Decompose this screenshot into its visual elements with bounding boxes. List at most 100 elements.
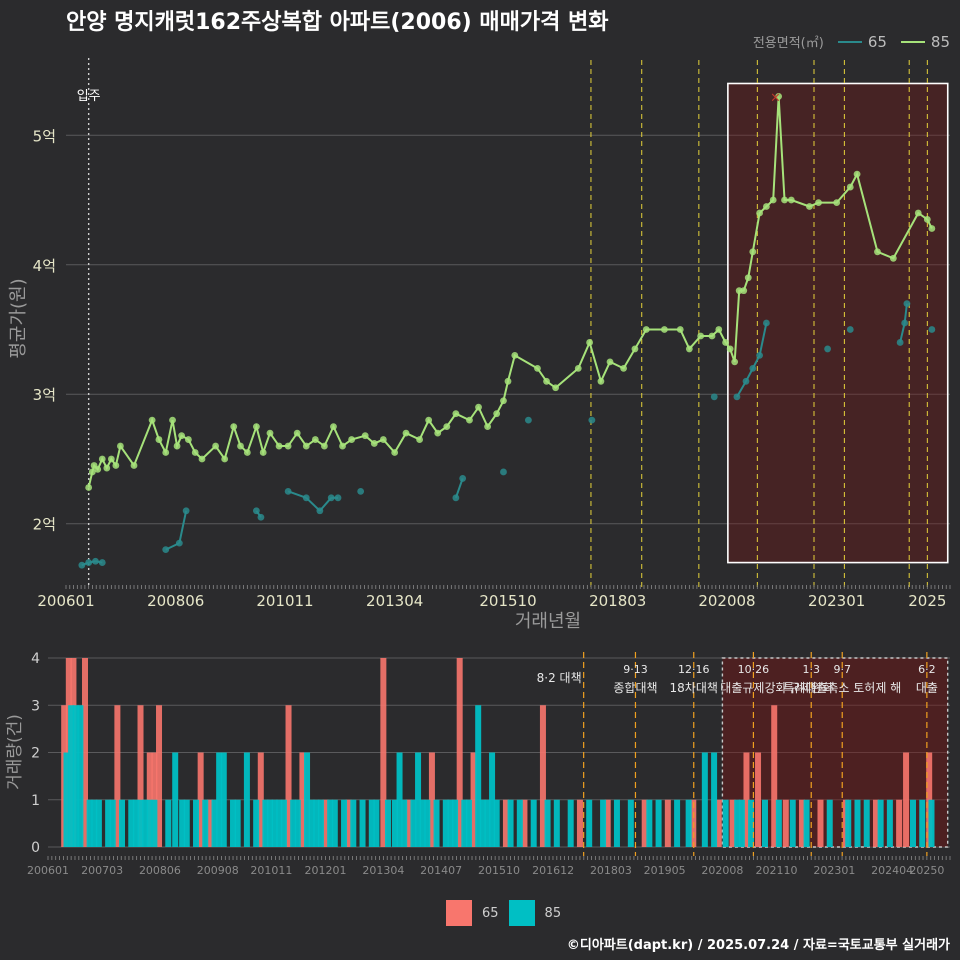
point-85	[339, 442, 346, 450]
point-85	[402, 429, 410, 437]
bar-65	[502, 799, 509, 847]
y-tick-label: 3억	[33, 386, 56, 404]
bar-85	[711, 752, 718, 847]
point-65	[763, 319, 770, 327]
point-85	[259, 449, 267, 456]
bar-85	[701, 752, 708, 847]
point-65	[302, 494, 310, 502]
bar-65	[521, 799, 528, 847]
bar-85	[567, 799, 574, 847]
bar-85	[253, 799, 260, 847]
bar-85	[368, 799, 375, 847]
point-65	[459, 475, 467, 482]
point-65	[742, 377, 750, 385]
bar-85	[359, 799, 366, 847]
point-85	[781, 196, 788, 204]
vol-y-tick-label: 1	[31, 793, 40, 809]
bar-85	[95, 799, 102, 847]
bar-85	[424, 799, 431, 847]
bar-65	[82, 658, 89, 847]
vol-y-tick-label: 0	[31, 840, 40, 856]
series-segment-65	[454, 478, 464, 499]
bar-85	[401, 799, 408, 847]
bar-85	[863, 799, 870, 847]
bar-65	[137, 705, 144, 847]
point-85	[475, 403, 482, 411]
point-85	[148, 416, 156, 424]
bar-85	[803, 799, 810, 847]
bar-65	[604, 799, 611, 847]
bar-85	[452, 799, 459, 847]
point-85	[130, 462, 138, 469]
point-65	[756, 352, 763, 359]
vol-y-tick-label: 4	[31, 651, 40, 667]
point-85	[284, 442, 292, 450]
source-footer: ©디아파트(dapt.kr) / 2025.07.24 / 자료=국토교통부 실…	[566, 938, 950, 953]
point-65	[525, 416, 532, 424]
bar-85	[410, 799, 417, 847]
price-chart: 2억 3억 4억 5억 입주 200601 200806 201011 201304 201510…	[8, 58, 951, 632]
point-85	[185, 436, 192, 443]
point-85	[534, 364, 541, 372]
bar-65	[715, 799, 722, 847]
bar-65	[156, 705, 163, 847]
bar-85	[216, 752, 223, 847]
point-85	[466, 416, 473, 424]
bar-85	[877, 799, 884, 847]
vol-x-tick-label: 201612	[532, 864, 574, 877]
vol-x-tick-label: 201201	[305, 864, 347, 877]
point-65	[98, 559, 106, 566]
bar-85	[267, 799, 274, 847]
vol-y-tick-label: 2	[31, 746, 40, 762]
bar-65	[428, 752, 435, 847]
point-85	[155, 436, 163, 443]
bar-85	[220, 752, 227, 847]
bar-85	[313, 799, 320, 847]
policy-text-label: 대출	[916, 681, 938, 695]
x-tick-label: 201510	[479, 592, 536, 610]
bar-85	[419, 799, 426, 847]
point-65	[175, 539, 183, 547]
point-85	[763, 203, 770, 210]
bar-65	[456, 658, 463, 847]
peak-marker: ×	[770, 90, 781, 105]
bar-85	[493, 799, 500, 847]
bar-65	[299, 752, 306, 847]
bar-65	[539, 705, 546, 847]
x-tick-label: 202008	[698, 592, 755, 610]
point-65	[257, 513, 265, 521]
point-85	[112, 462, 120, 469]
point-85	[676, 326, 684, 333]
point-85	[874, 248, 881, 256]
bar-85	[854, 799, 861, 847]
vol-x-tick-label: 201905	[644, 864, 686, 877]
bar-85	[308, 799, 315, 847]
bar-85	[109, 799, 116, 847]
point-85	[370, 440, 378, 447]
point-85	[731, 358, 739, 366]
point-85	[708, 332, 716, 340]
bar-65	[114, 705, 121, 847]
bar-65	[896, 799, 903, 847]
bar-85	[179, 799, 186, 847]
bar-85	[341, 799, 348, 847]
bar-85	[674, 799, 681, 847]
bar-85	[415, 752, 422, 847]
policy-date-label: 9·7	[833, 663, 851, 676]
vol-x-tick-label: 200806	[139, 864, 181, 877]
point-85	[697, 332, 705, 340]
point-65	[710, 393, 718, 401]
point-85	[98, 455, 106, 463]
bar-65	[771, 705, 778, 847]
point-85	[889, 254, 897, 262]
point-85	[853, 170, 861, 178]
point-65	[334, 494, 342, 502]
point-85	[425, 416, 433, 424]
legend-bottom-label-85: 85	[544, 905, 562, 921]
point-85	[543, 377, 550, 385]
bar-85	[461, 799, 468, 847]
point-85	[198, 455, 206, 463]
series-segment-65	[178, 510, 188, 544]
policy-text-label: 특례대출축소 토허제 해	[783, 681, 901, 695]
bar-85	[447, 799, 454, 847]
